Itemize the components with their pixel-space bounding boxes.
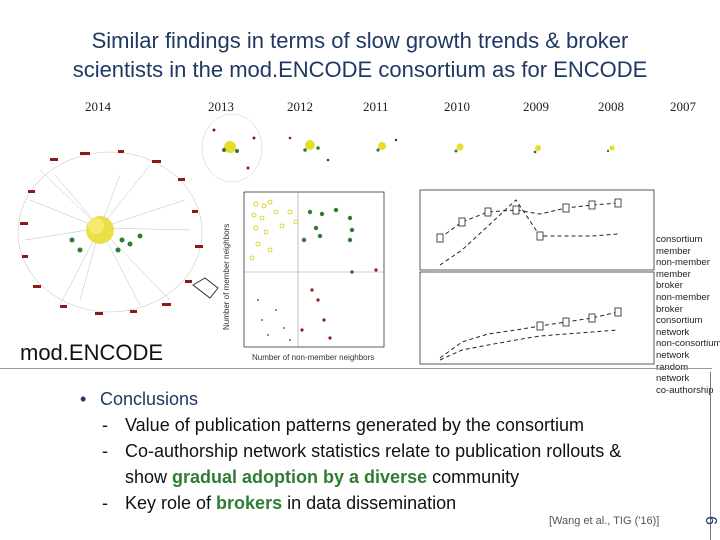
highlight-text: gradual adoption by a diverse <box>172 467 428 487</box>
legend-entry: broker <box>656 303 683 315</box>
legend-entry: non-member <box>656 257 710 269</box>
sub-bullet: - Value of publication patterns generate… <box>80 412 621 438</box>
legend-entry: co-authorship <box>656 384 714 396</box>
scatter-x-axis-label: Number of non-member neighbors <box>252 353 375 362</box>
bullet-conclusions: Conclusions <box>80 386 621 412</box>
scatter-plot <box>243 191 385 348</box>
year-label: 2014 <box>85 99 111 114</box>
sub-bullet-text: in data dissemination <box>282 493 457 513</box>
slide-title: Similar findings in terms of slow growth… <box>0 26 720 84</box>
legend-entry: broker <box>656 280 683 292</box>
network-2014 <box>17 150 203 315</box>
title-line-2: scientists in the mod.ENCODE consortium … <box>72 57 648 82</box>
conclusions-list: Conclusions - Value of publication patte… <box>80 386 621 516</box>
network-label: mod.ENCODE <box>20 340 164 365</box>
network-2012 <box>288 136 330 162</box>
divider <box>0 368 712 369</box>
legend-entry: network <box>656 373 690 385</box>
year-label: 2011 <box>363 99 389 114</box>
sub-bullet-text: Co-authorship network statistics relate … <box>125 441 622 461</box>
year-label: 2012 <box>287 99 313 114</box>
dash-marker: - <box>102 493 108 513</box>
network-2013 <box>201 113 263 183</box>
year-label: 2010 <box>444 99 470 114</box>
sub-bullet-text: show <box>125 467 173 487</box>
sub-bullet-text: community <box>427 467 520 487</box>
year-label: 2007 <box>670 99 696 114</box>
scatter-y-axis-label: Number of member neighbors <box>222 223 231 330</box>
sub-bullet: - Co-authorship network statistics relat… <box>80 438 621 490</box>
legend-entry: consortium <box>656 315 703 327</box>
dash-marker: - <box>102 441 108 461</box>
legend-entry: consortium <box>656 234 703 245</box>
year-label: 2009 <box>523 99 549 114</box>
network-2010 <box>454 143 464 153</box>
legend-entry: non-consortium <box>656 338 720 350</box>
figure-graphic <box>17 113 655 365</box>
network-2008 <box>606 145 615 153</box>
title-line-1: Similar findings in terms of slow growth… <box>91 28 629 53</box>
legend-entry: member <box>656 268 691 280</box>
plot-legend: consortium member non-member member brok… <box>656 234 720 396</box>
legend-entry: random <box>656 362 720 374</box>
legend-entry: non-member <box>656 291 710 303</box>
highlight-text: brokers <box>216 493 283 513</box>
year-label: 2013 <box>208 99 234 114</box>
network-2011 <box>376 138 398 152</box>
legend-entry: member <box>656 245 691 257</box>
zoom-arrow-icon <box>192 277 219 299</box>
citation: [Wang et al., TIG ('16)] <box>549 515 660 527</box>
legend-entry: network <box>656 349 690 361</box>
network-2009 <box>533 145 541 154</box>
sub-bullet: - Key role of brokers in data disseminat… <box>80 490 621 516</box>
slide-number: 9 <box>704 516 720 525</box>
dash-marker: - <box>102 415 108 435</box>
sub-bullet-text: Value of publication patterns generated … <box>125 415 584 435</box>
side-divider <box>710 372 711 540</box>
sub-bullet-text: Key role of <box>125 493 217 513</box>
line-plots <box>419 189 655 365</box>
year-label: 2008 <box>598 99 624 114</box>
legend-entry: network <box>656 326 690 338</box>
